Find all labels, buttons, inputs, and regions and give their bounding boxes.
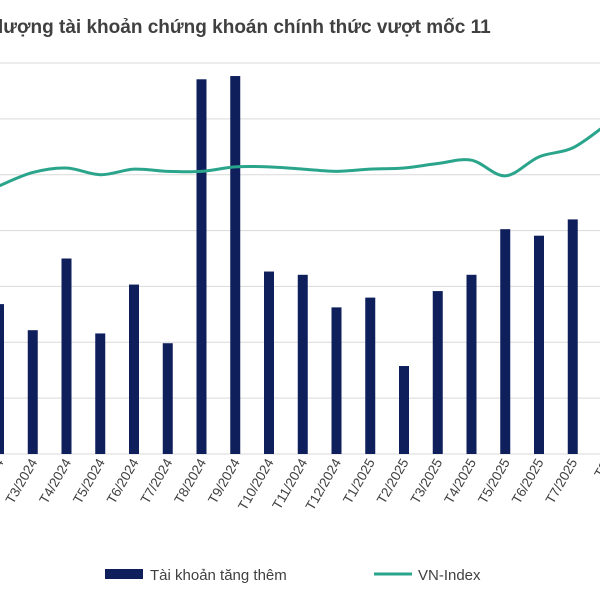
bar bbox=[27, 330, 38, 454]
chart-title: lượng tài khoản chứng khoán chính thức v… bbox=[0, 17, 491, 38]
bar bbox=[432, 291, 443, 454]
bar bbox=[534, 235, 544, 454]
x-tick-label: T3/2024 bbox=[3, 456, 41, 507]
legend: Tài khoản tăng thêm VN-Index bbox=[105, 567, 481, 584]
bar bbox=[500, 229, 511, 454]
bar bbox=[196, 79, 207, 455]
bar bbox=[230, 76, 241, 455]
legend-bar-label: Tài khoản tăng thêm bbox=[150, 567, 287, 584]
x-tick-label: T3/2025 bbox=[408, 456, 446, 506]
x-tick-label: T8/ bbox=[591, 456, 600, 481]
bar bbox=[466, 274, 477, 454]
bar-series bbox=[0, 76, 578, 455]
x-tick-label: T4/2024 bbox=[36, 456, 74, 507]
x-tick-label: T6/2025 bbox=[509, 456, 547, 506]
vn-index-line bbox=[0, 127, 600, 188]
bar bbox=[365, 297, 376, 454]
bar bbox=[567, 219, 578, 454]
x-tick-label: T7/2025 bbox=[543, 456, 581, 506]
bar bbox=[162, 343, 173, 454]
x-tick-label: T8/2024 bbox=[171, 456, 209, 507]
x-tick-label: T5/2025 bbox=[475, 456, 513, 506]
bar bbox=[297, 274, 308, 454]
legend-bar-swatch bbox=[105, 569, 143, 579]
bar bbox=[331, 307, 342, 454]
x-tick-label: T9/2024 bbox=[205, 456, 243, 507]
bar bbox=[61, 258, 72, 454]
x-tick-label: T4/2025 bbox=[441, 456, 479, 506]
x-tick-label: 2024 bbox=[0, 456, 7, 490]
x-tick-label: T7/2024 bbox=[138, 456, 176, 507]
x-tick-label: T5/2024 bbox=[70, 456, 108, 507]
x-axis-tick-labels: 2024T3/2024T4/2024T5/2024T6/2024T7/2024T… bbox=[0, 456, 600, 513]
x-tick-label: T1/2025 bbox=[340, 456, 378, 506]
line-series bbox=[0, 127, 600, 188]
bar bbox=[399, 366, 409, 454]
bar bbox=[95, 333, 106, 454]
bar bbox=[0, 304, 4, 454]
bar bbox=[264, 271, 274, 454]
bar bbox=[129, 284, 139, 454]
x-tick-label: T2/2025 bbox=[374, 456, 412, 506]
legend-line-label: VN-Index bbox=[418, 567, 481, 584]
x-tick-label: T6/2024 bbox=[104, 456, 142, 507]
